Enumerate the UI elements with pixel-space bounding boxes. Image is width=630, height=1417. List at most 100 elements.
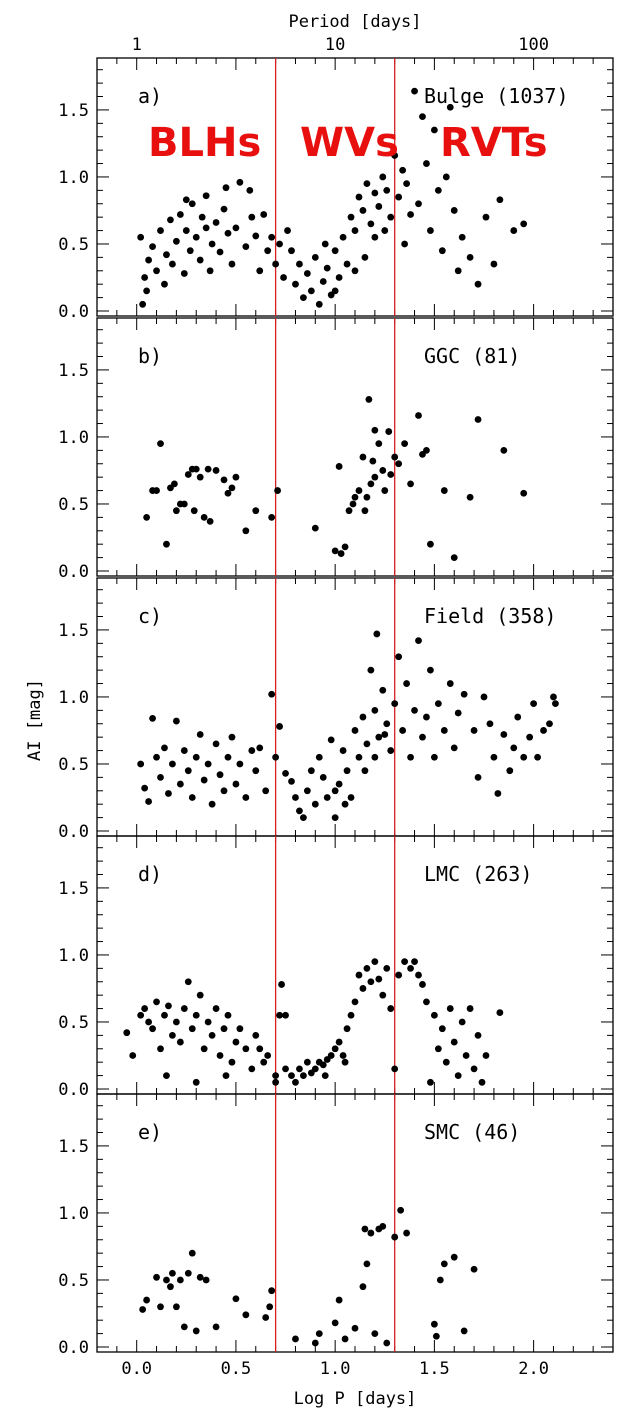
data-point bbox=[399, 166, 407, 174]
panel-letter: d) bbox=[138, 862, 162, 886]
data-point bbox=[496, 1009, 504, 1016]
data-point bbox=[385, 428, 393, 435]
x-tick-label: 0.0 bbox=[121, 1359, 152, 1379]
data-point bbox=[347, 794, 355, 801]
data-point bbox=[204, 1018, 212, 1026]
data-point bbox=[303, 1058, 311, 1066]
data-point bbox=[401, 958, 409, 966]
data-point bbox=[335, 463, 343, 470]
data-point bbox=[248, 1065, 256, 1073]
data-point bbox=[397, 1206, 405, 1214]
data-point bbox=[427, 1078, 434, 1086]
data-point bbox=[212, 1323, 220, 1331]
data-point bbox=[137, 1011, 145, 1019]
data-point bbox=[311, 1339, 319, 1347]
data-point bbox=[365, 396, 373, 403]
data-point bbox=[430, 753, 438, 761]
data-point bbox=[331, 547, 339, 555]
data-point bbox=[349, 500, 357, 508]
data-point bbox=[222, 1072, 230, 1079]
data-point bbox=[232, 224, 240, 232]
data-point bbox=[188, 794, 196, 801]
data-point bbox=[363, 1260, 371, 1268]
data-point bbox=[288, 247, 295, 255]
data-point bbox=[359, 207, 367, 214]
data-point bbox=[204, 760, 212, 768]
data-point bbox=[276, 723, 283, 730]
data-point bbox=[436, 1276, 444, 1284]
data-point bbox=[242, 794, 250, 801]
panel-letter: b) bbox=[138, 344, 162, 368]
data-point bbox=[137, 233, 145, 241]
data-point bbox=[176, 1276, 184, 1284]
data-point bbox=[387, 213, 395, 221]
data-point bbox=[288, 1072, 295, 1079]
data-point bbox=[228, 733, 236, 741]
data-point bbox=[315, 753, 323, 761]
data-point bbox=[359, 453, 367, 461]
data-point bbox=[311, 524, 319, 532]
data-point bbox=[180, 747, 188, 754]
panel-letter: e) bbox=[138, 1120, 162, 1144]
data-point bbox=[192, 465, 200, 473]
data-point bbox=[236, 1025, 244, 1033]
data-point bbox=[176, 780, 184, 788]
data-point bbox=[371, 958, 379, 966]
data-point bbox=[331, 1045, 339, 1053]
data-point bbox=[401, 440, 409, 448]
data-point bbox=[450, 554, 458, 561]
data-point bbox=[163, 1276, 170, 1284]
region-label: RVTs bbox=[440, 120, 548, 166]
data-point bbox=[282, 1011, 289, 1019]
data-point bbox=[359, 1283, 367, 1291]
data-point bbox=[482, 1052, 490, 1059]
data-point bbox=[407, 964, 414, 972]
data-point bbox=[252, 1031, 260, 1039]
data-point bbox=[315, 300, 323, 308]
data-point bbox=[347, 1011, 355, 1019]
data-point bbox=[216, 1052, 224, 1059]
data-point bbox=[434, 700, 442, 708]
y-tick-label: 1.5 bbox=[58, 101, 89, 121]
data-point bbox=[307, 767, 315, 775]
data-point bbox=[371, 753, 379, 761]
data-point bbox=[188, 1025, 196, 1033]
data-point bbox=[442, 1058, 450, 1066]
data-point bbox=[296, 260, 303, 268]
top-tick-label: 10 bbox=[325, 35, 345, 55]
data-point bbox=[161, 744, 168, 752]
panel-frame bbox=[96, 1093, 614, 1353]
data-point bbox=[401, 240, 409, 248]
data-point bbox=[427, 666, 434, 674]
data-point bbox=[292, 280, 299, 288]
data-point bbox=[361, 1225, 369, 1233]
data-point bbox=[242, 243, 250, 251]
data-point bbox=[169, 1031, 176, 1039]
y-tick-label: 0.5 bbox=[58, 235, 89, 255]
data-point bbox=[303, 787, 311, 795]
data-point bbox=[220, 205, 228, 213]
data-point bbox=[454, 267, 462, 275]
data-point bbox=[395, 653, 403, 661]
data-point bbox=[208, 240, 216, 248]
data-point bbox=[176, 1038, 184, 1046]
data-point bbox=[419, 733, 426, 741]
data-point bbox=[198, 213, 206, 221]
data-point bbox=[490, 753, 498, 761]
data-point bbox=[139, 1306, 147, 1313]
data-point bbox=[460, 690, 468, 698]
data-point bbox=[141, 274, 149, 281]
y-tick-label: 0.0 bbox=[58, 1338, 89, 1358]
data-point bbox=[145, 1018, 153, 1026]
data-point bbox=[440, 487, 448, 494]
data-point bbox=[141, 1005, 149, 1012]
region-label: BLHs bbox=[148, 120, 261, 166]
data-point bbox=[411, 706, 418, 714]
data-point bbox=[300, 1072, 307, 1079]
data-point bbox=[161, 280, 168, 288]
data-point bbox=[280, 274, 287, 281]
data-point bbox=[311, 253, 319, 261]
data-point bbox=[335, 274, 343, 281]
data-point bbox=[252, 767, 260, 775]
data-point bbox=[190, 507, 198, 515]
